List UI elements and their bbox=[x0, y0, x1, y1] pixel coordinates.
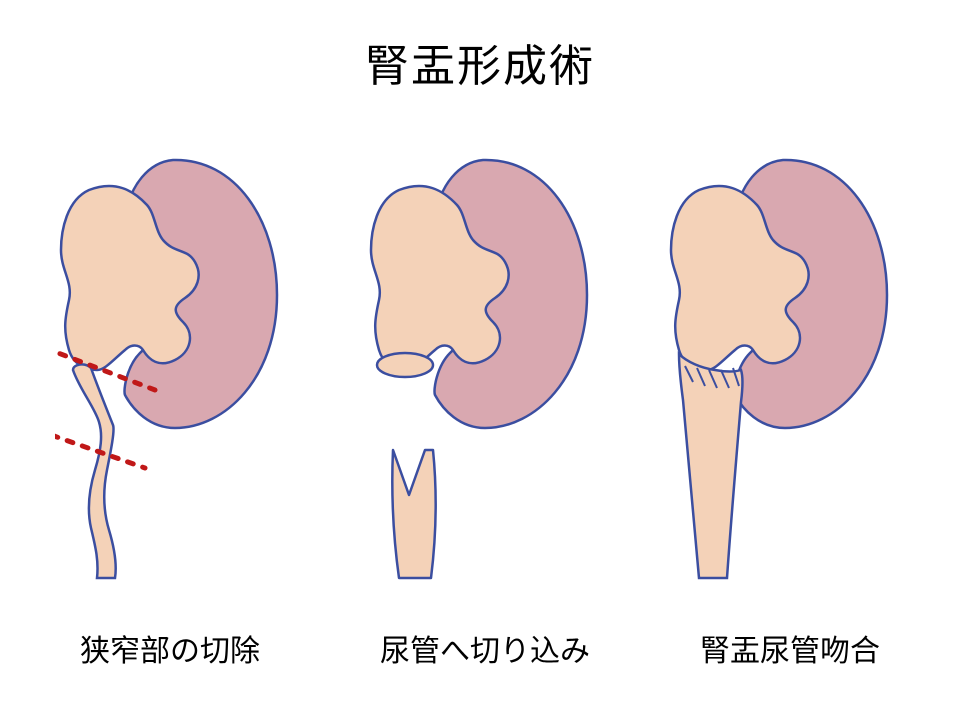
diagram-title: 腎盂形成術 bbox=[0, 30, 960, 94]
pelvis-opening bbox=[377, 353, 433, 377]
step3-caption: 腎盂尿管吻合 bbox=[650, 626, 930, 670]
step1-illustration bbox=[55, 150, 315, 580]
step3-illustration bbox=[665, 150, 925, 580]
diagram-canvas: 腎盂形成術 狭窄部の切除 尿管へ切り込み bbox=[0, 0, 960, 720]
ureter-shape bbox=[73, 364, 116, 578]
ureter-shape bbox=[392, 450, 436, 578]
step2-caption: 尿管へ切り込み bbox=[345, 626, 625, 670]
step2-illustration bbox=[365, 150, 625, 580]
ureter-shape bbox=[679, 354, 743, 578]
step1-caption: 狭窄部の切除 bbox=[30, 626, 310, 670]
